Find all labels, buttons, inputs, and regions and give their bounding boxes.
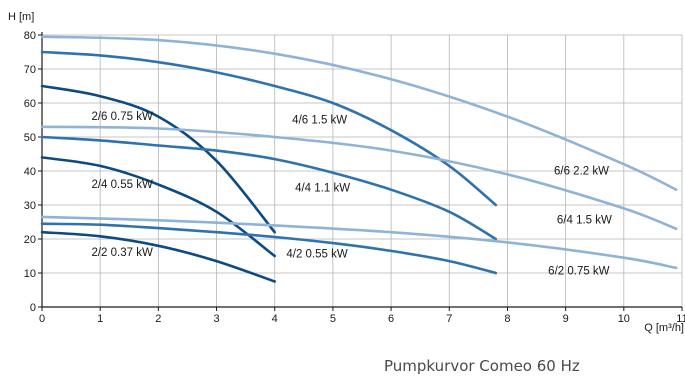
y-tick-label: 70 xyxy=(24,64,36,76)
x-tick-label: 9 xyxy=(563,313,569,325)
series-line-6 xyxy=(40,215,678,270)
y-tick-label: 40 xyxy=(24,166,36,178)
series-line-0 xyxy=(40,230,276,283)
tick-labels: 0 1 2 3 4 5 6 7 8 9 10 11 0 10 20 30 40 50 60 70 80 xyxy=(24,30,685,325)
x-tick-label: 0 xyxy=(39,313,45,325)
series-line-1 xyxy=(40,156,276,258)
x-tick-label: 10 xyxy=(618,313,630,325)
series-line-7 xyxy=(40,125,678,231)
curve-label-0: 2/6 0.75 kW xyxy=(91,111,153,123)
series-line-3 xyxy=(40,222,498,275)
axes xyxy=(38,32,683,311)
pump-curve-chart: 0 1 2 3 4 5 6 7 8 9 10 11 0 10 20 30 40 50 60 70 80 2/6 0.75… xyxy=(8,11,685,334)
x-tick-label: 8 xyxy=(504,313,510,325)
series-line-4 xyxy=(40,135,498,241)
curve-label-8: 6/2 0.75 kW xyxy=(548,266,610,278)
x-tick-label: 4 xyxy=(272,313,278,325)
y-tick-label: 20 xyxy=(24,234,36,246)
y-axis-label: H [m] xyxy=(8,11,34,23)
y-tick-label: 10 xyxy=(24,268,36,280)
series-line-2 xyxy=(40,84,276,234)
series-line-5 xyxy=(40,50,498,207)
series-line-8 xyxy=(40,35,678,191)
y-tick-label: 60 xyxy=(24,98,36,110)
x-tick-label: 1 xyxy=(97,313,103,325)
y-tick-label: 30 xyxy=(24,200,36,212)
x-tick-label: 3 xyxy=(213,313,219,325)
x-axis-label: Q [m³/h] xyxy=(644,322,684,334)
curve-label-5: 4/2 0.55 kW xyxy=(286,249,348,261)
curve-label-2: 2/2 0.37 kW xyxy=(91,247,153,259)
y-tick-label: 0 xyxy=(30,302,36,314)
x-tick-label: 11 xyxy=(676,313,685,325)
x-tick-label: 5 xyxy=(330,313,336,325)
curve-labels: 2/6 0.75 kW 2/4 0.55 kW 2/2 0.37 kW 4/6 1.5… xyxy=(91,111,612,278)
y-tick-label: 50 xyxy=(24,132,36,144)
series-lines xyxy=(40,35,678,283)
x-tick-label: 6 xyxy=(388,313,394,325)
curve-label-3: 4/6 1.5 kW xyxy=(292,114,347,126)
curve-label-4: 4/4 1.1 kW xyxy=(295,182,350,194)
curve-label-1: 2/4 0.55 kW xyxy=(91,179,153,191)
chart-caption: Pumpkurvor Comeo 60 Hz xyxy=(384,357,580,375)
curve-label-6: 6/6 2.2 kW xyxy=(554,165,609,177)
y-tick-label: 80 xyxy=(24,30,36,42)
curve-label-7: 6/4 1.5 kW xyxy=(557,215,612,227)
x-tick-label: 2 xyxy=(155,313,161,325)
x-tick-label: 7 xyxy=(446,313,452,325)
